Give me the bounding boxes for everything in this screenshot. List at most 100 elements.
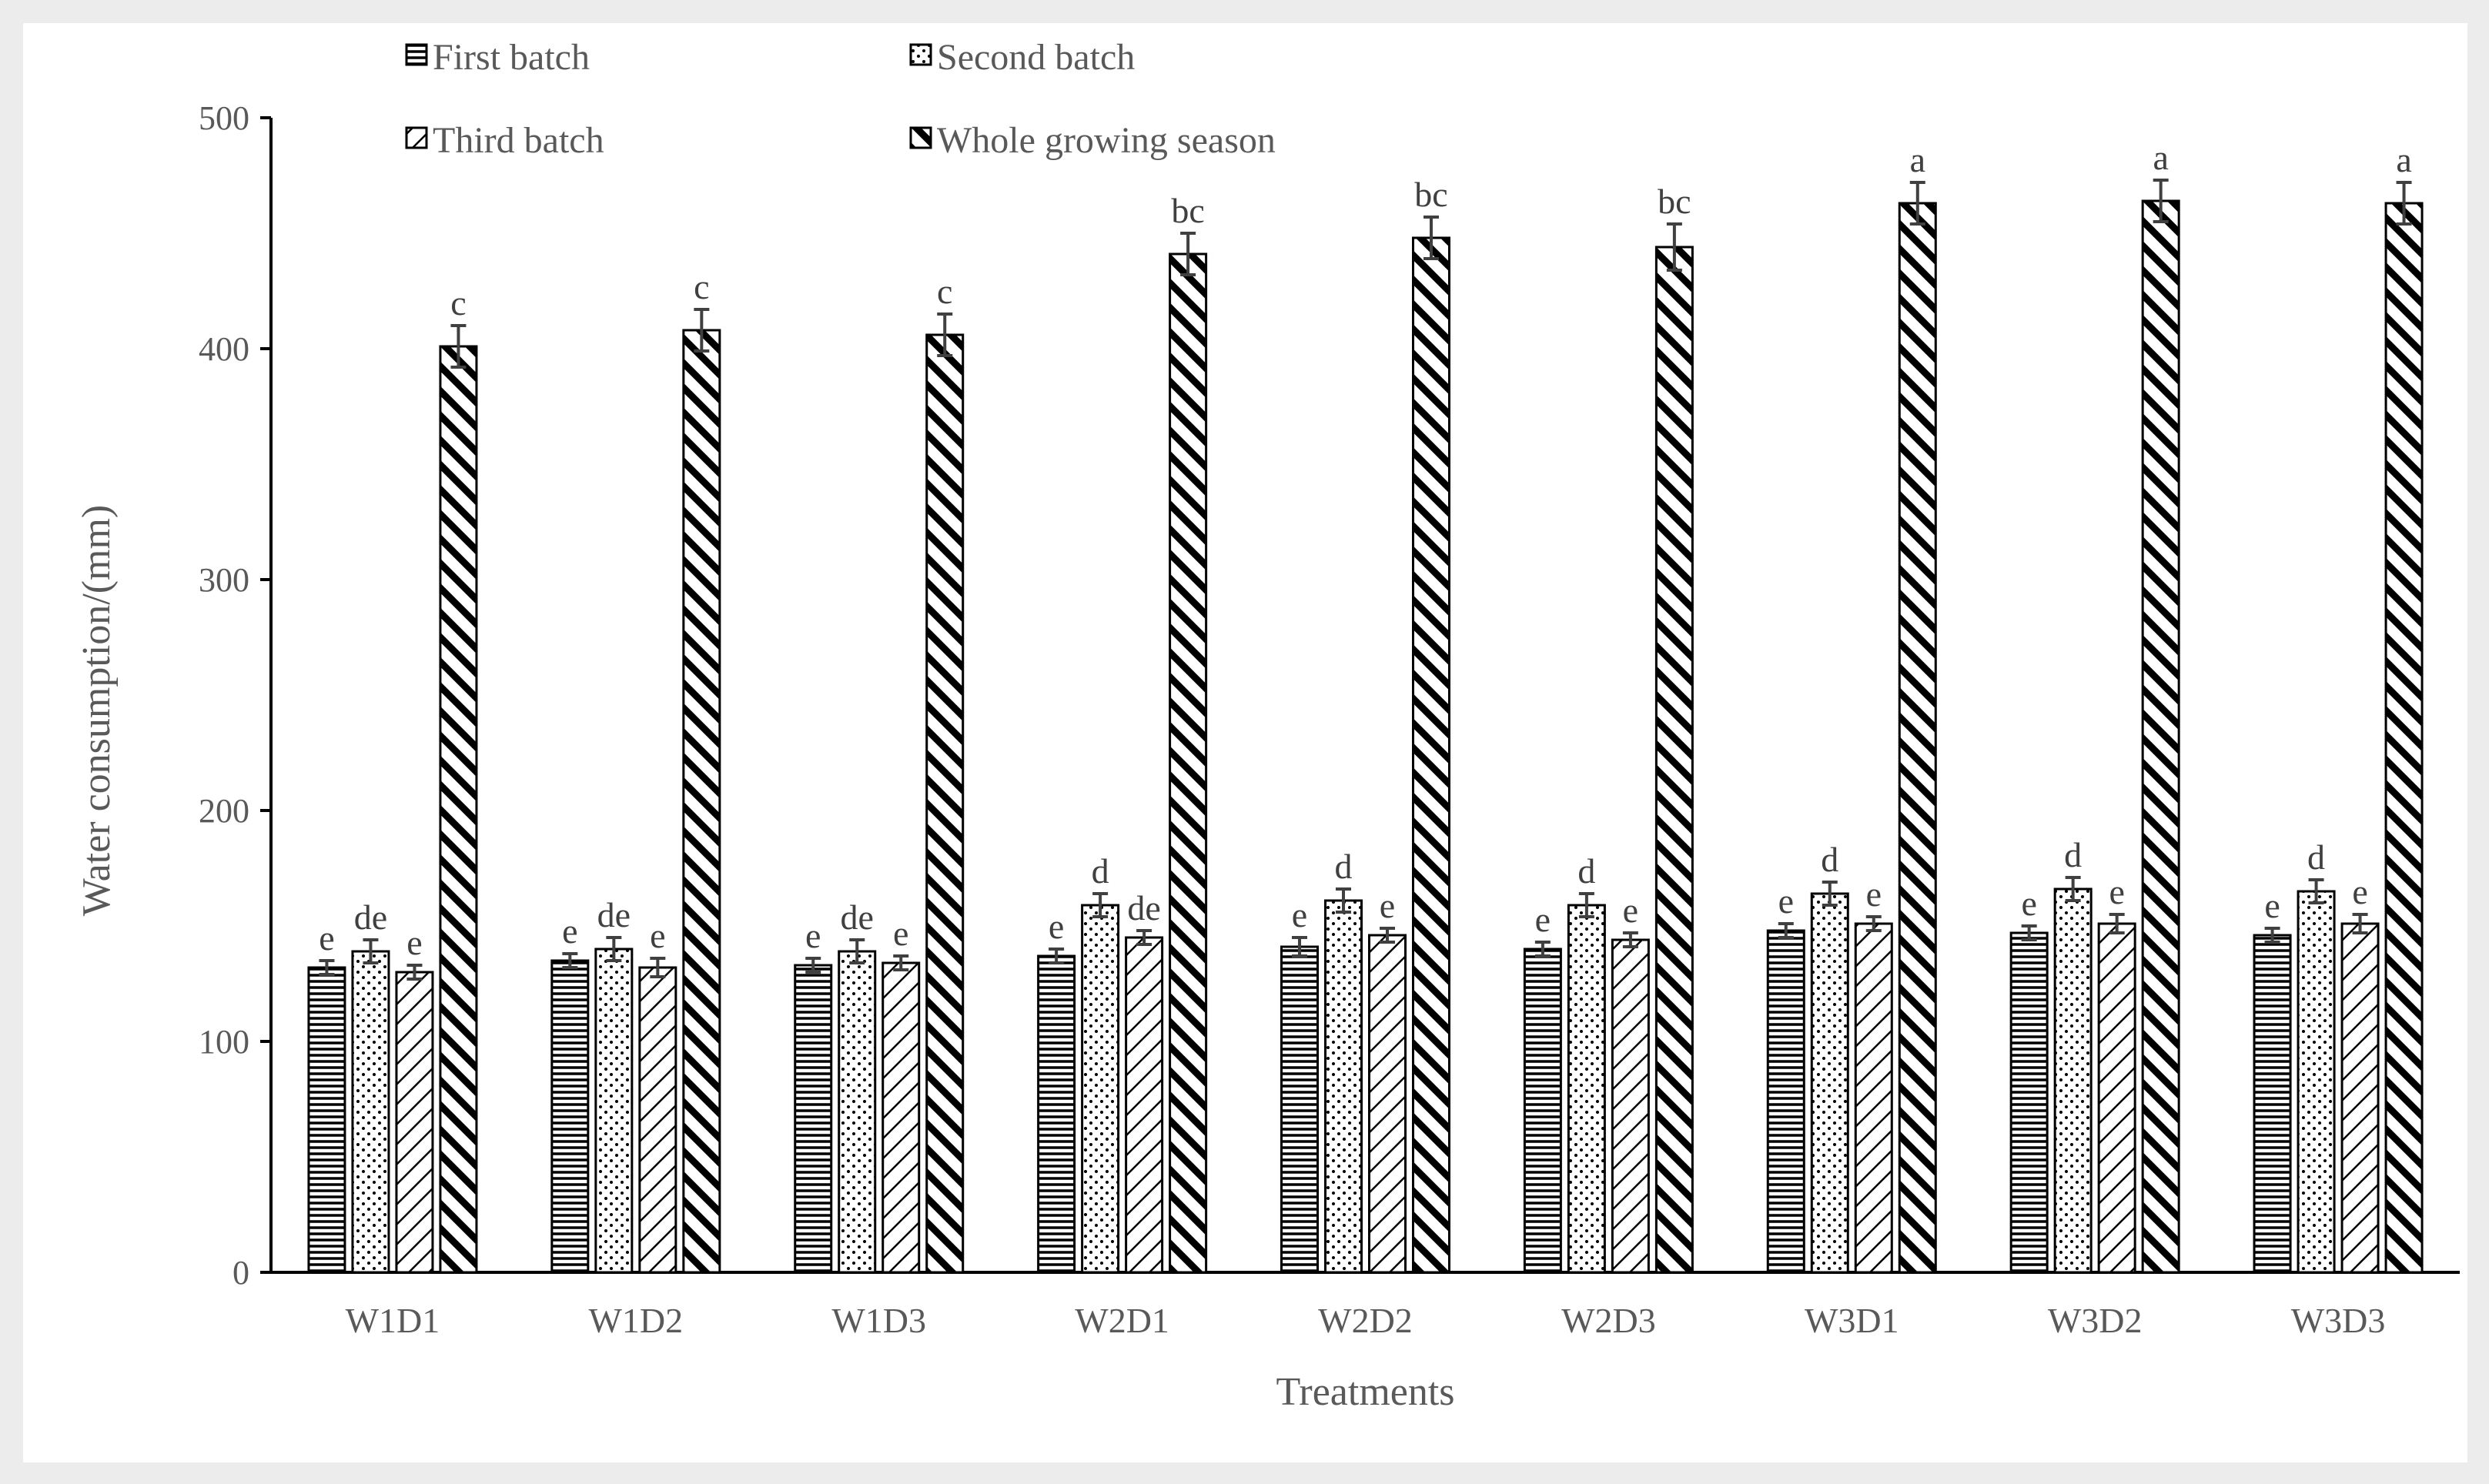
significance-letter: c <box>450 283 466 323</box>
significance-letter: e <box>1535 900 1551 939</box>
error-bar <box>937 313 953 357</box>
bar-dots <box>1324 899 1363 1274</box>
significance-letter: d <box>1577 851 1595 891</box>
error-bar <box>2109 913 2125 934</box>
legend-swatch-wide-downward-diagonal <box>909 126 932 149</box>
significance-letter: a <box>2153 138 2168 177</box>
bar-dots <box>1081 904 1120 1274</box>
bar-dots <box>2053 887 2093 1274</box>
significance-letter: e <box>2264 886 2280 925</box>
x-axis-title: Treatments <box>1276 1370 1454 1414</box>
x-tick-label: W1D2 <box>589 1301 684 1340</box>
error-bar <box>363 938 379 964</box>
error-bar <box>1049 948 1065 964</box>
x-tick-label: W3D2 <box>2048 1301 2143 1340</box>
legend-label: Second batch <box>937 37 1135 78</box>
bar-horizontal-lines <box>1037 954 1076 1274</box>
x-tick-label: W1D1 <box>346 1301 440 1340</box>
error-bar <box>805 957 821 974</box>
error-bar <box>2153 179 2169 223</box>
x-tick-label: W2D3 <box>1561 1301 1656 1340</box>
y-tick-label: 400 <box>199 330 249 368</box>
bar-wide-downward-diagonal <box>925 333 965 1274</box>
error-bar <box>694 308 710 353</box>
error-bar <box>1423 216 1439 260</box>
x-tick-label: W2D1 <box>1075 1301 1169 1340</box>
significance-letter: e <box>2021 884 2036 923</box>
error-bar <box>650 957 666 978</box>
bar-wide-downward-diagonal <box>439 345 478 1274</box>
significance-letter: e <box>805 916 821 955</box>
error-bar <box>2308 878 2324 904</box>
significance-letter: c <box>937 272 952 311</box>
x-tick-label: W1D3 <box>831 1301 926 1340</box>
bar-horizontal-lines <box>1280 945 1319 1274</box>
error-bar <box>2065 876 2081 902</box>
bar-horizontal-lines <box>1523 948 1562 1274</box>
error-bar <box>1666 222 1682 272</box>
error-bar <box>893 954 909 971</box>
significance-letter: bc <box>1414 175 1447 214</box>
bar-wide-downward-diagonal <box>2384 202 2424 1274</box>
bar-dots <box>351 950 390 1274</box>
significance-letter: d <box>1092 851 1109 891</box>
error-bar <box>450 324 467 369</box>
significance-letter: e <box>893 914 908 953</box>
bar-diagonal-lines <box>1368 934 1407 1274</box>
bar-dots <box>1567 904 1606 1274</box>
significance-letter: e <box>406 923 422 962</box>
bar-dots <box>594 948 634 1274</box>
y-axis-title: Water consumption/(mm) <box>75 505 119 916</box>
significance-letter: e <box>1380 886 1395 925</box>
error-bar <box>1136 929 1153 946</box>
bar-diagonal-lines <box>395 971 434 1274</box>
error-bar <box>2396 181 2412 226</box>
bar-diagonal-lines <box>1854 922 1893 1274</box>
error-bar <box>1622 931 1638 948</box>
bar-horizontal-lines <box>550 959 590 1274</box>
error-bar <box>1292 936 1307 958</box>
error-bar <box>1865 915 1882 932</box>
bar-horizontal-lines <box>2253 934 2292 1274</box>
bar-horizontal-lines <box>2009 931 2049 1274</box>
y-tick-label: 300 <box>199 561 249 599</box>
legend-swatch-horizontal-lines <box>405 43 428 66</box>
error-bar <box>319 959 335 976</box>
significance-letter: e <box>562 911 577 951</box>
error-bar <box>1534 941 1551 958</box>
legend-label: Whole growing season <box>937 120 1276 161</box>
significance-letter: bc <box>1658 182 1691 221</box>
legend-swatch-diagonal-lines <box>405 126 428 149</box>
significance-letter: de <box>1127 888 1160 928</box>
bar-diagonal-lines <box>2340 922 2380 1274</box>
significance-letter: d <box>1335 847 1353 886</box>
bar-wide-downward-diagonal <box>1898 202 1937 1274</box>
bar-wide-downward-diagonal <box>1412 236 1450 1274</box>
bar-dots <box>838 950 877 1274</box>
error-bar <box>562 952 578 969</box>
error-bar <box>1822 881 1838 907</box>
significance-letter: e <box>2352 872 2367 911</box>
error-bar <box>2264 927 2280 944</box>
significance-letter: e <box>1292 895 1307 934</box>
legend-swatch-dots <box>909 43 932 66</box>
error-bar <box>606 936 622 962</box>
bar-wide-downward-diagonal <box>2141 199 2180 1274</box>
legend-label: Third batch <box>433 120 604 161</box>
y-tick-label: 100 <box>199 1023 249 1061</box>
bar-diagonal-lines <box>882 961 921 1274</box>
significance-letter: a <box>1910 140 1925 179</box>
bar-horizontal-lines <box>1766 929 1805 1274</box>
y-tick-label: 0 <box>233 1254 249 1292</box>
bar-wide-downward-diagonal <box>1654 246 1694 1274</box>
y-tick-label: 500 <box>199 99 249 137</box>
y-tick-label: 200 <box>199 792 249 830</box>
error-bar <box>2021 924 2037 941</box>
significance-letter: e <box>319 918 334 958</box>
error-bar <box>849 938 865 964</box>
significance-letter: de <box>354 897 387 937</box>
bar-wide-downward-diagonal <box>1169 252 1208 1274</box>
significance-letter: e <box>650 916 665 955</box>
bar-horizontal-lines <box>307 966 346 1274</box>
